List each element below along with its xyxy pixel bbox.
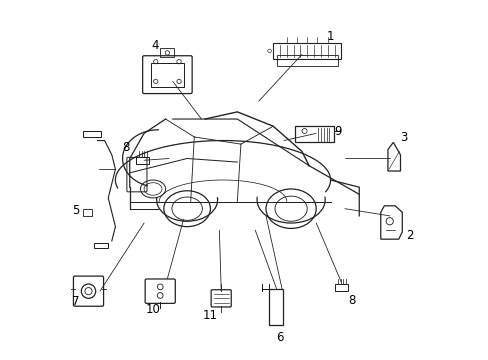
Bar — [334, 284, 347, 291]
Bar — [94, 243, 108, 248]
Bar — [151, 63, 183, 87]
Bar — [268, 289, 283, 325]
Bar — [294, 126, 333, 142]
Text: 4: 4 — [151, 39, 158, 52]
Bar — [83, 131, 101, 137]
Text: 9: 9 — [333, 125, 341, 138]
Bar — [160, 48, 174, 57]
Text: 8: 8 — [122, 140, 130, 153]
Text: 3: 3 — [400, 131, 407, 144]
Text: 7: 7 — [72, 296, 80, 309]
Text: 6: 6 — [275, 331, 283, 344]
Bar — [83, 210, 92, 216]
Text: 2: 2 — [405, 229, 412, 242]
Bar — [136, 157, 148, 164]
Bar — [276, 55, 337, 66]
Text: 11: 11 — [203, 309, 218, 322]
Text: 8: 8 — [347, 294, 355, 307]
Text: 1: 1 — [326, 30, 334, 43]
Text: 10: 10 — [145, 303, 160, 316]
Text: 5: 5 — [72, 204, 80, 217]
Bar — [273, 43, 341, 59]
